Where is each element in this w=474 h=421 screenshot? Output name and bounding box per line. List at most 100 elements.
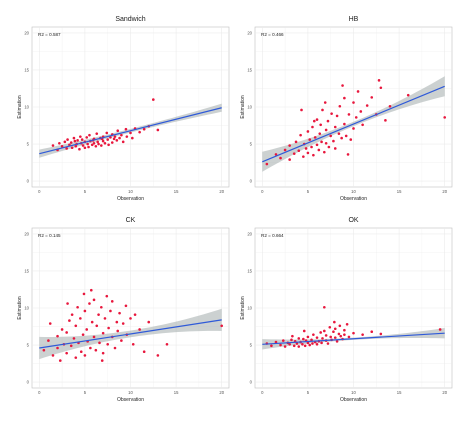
r2-annotation: R2 = 0.145 xyxy=(38,233,61,238)
data-point xyxy=(112,137,116,141)
x-tick-label: 5 xyxy=(84,390,87,395)
data-point xyxy=(379,86,383,90)
y-tick-label: 5 xyxy=(250,343,253,348)
x-tick-label: 15 xyxy=(397,189,402,194)
data-point xyxy=(72,136,76,140)
regression-line xyxy=(262,332,445,345)
data-point xyxy=(315,143,319,147)
panel-hb: 0 5 10 15 20 0 5 10 15 20 HB R2 = 0.466 Observation E… xyxy=(240,16,453,202)
data-point xyxy=(65,351,68,355)
x-tick-label: 15 xyxy=(174,390,179,395)
data-point xyxy=(352,331,355,335)
data-point xyxy=(63,140,67,144)
x-tick-label: 15 xyxy=(174,189,179,194)
data-point xyxy=(317,148,321,152)
data-point xyxy=(51,354,55,357)
points xyxy=(42,288,224,362)
data-point xyxy=(83,146,87,150)
y-tick-label: 20 xyxy=(24,231,29,236)
data-point xyxy=(88,133,91,137)
data-point xyxy=(332,139,335,143)
data-point xyxy=(443,116,447,119)
data-point xyxy=(283,148,287,152)
y-tick-label: 5 xyxy=(250,142,253,147)
data-point xyxy=(47,339,50,342)
x-tick-label: 15 xyxy=(397,390,402,395)
data-point xyxy=(323,101,327,104)
data-point xyxy=(328,325,332,329)
data-point xyxy=(138,328,141,331)
data-point xyxy=(312,119,316,123)
data-point xyxy=(315,342,319,346)
x-tick-label: 20 xyxy=(442,189,447,194)
data-point xyxy=(302,329,306,333)
panel-title: Sandwich xyxy=(115,16,145,23)
x-tick-label: 0 xyxy=(38,390,41,395)
y-tick-label: 20 xyxy=(247,30,252,35)
data-point xyxy=(89,288,93,292)
data-point xyxy=(311,125,314,129)
data-point xyxy=(78,147,81,151)
data-point xyxy=(327,145,331,149)
data-point xyxy=(324,141,328,145)
data-point xyxy=(335,114,339,118)
data-point xyxy=(79,350,83,354)
data-point xyxy=(89,346,92,350)
data-point xyxy=(288,158,291,161)
data-point xyxy=(129,131,132,135)
gridlines xyxy=(32,27,229,187)
data-point xyxy=(345,322,349,326)
data-point xyxy=(69,141,73,144)
data-point xyxy=(361,333,364,336)
data-point xyxy=(297,337,301,340)
data-point xyxy=(301,342,304,346)
data-point xyxy=(281,339,285,342)
data-point xyxy=(324,334,328,337)
data-point xyxy=(79,317,82,320)
data-point xyxy=(156,128,160,132)
data-point xyxy=(294,140,298,144)
data-point xyxy=(315,118,319,121)
y-tick-label: 15 xyxy=(247,67,252,72)
data-point xyxy=(138,130,141,134)
data-point xyxy=(69,344,73,348)
data-point xyxy=(113,135,117,138)
data-point xyxy=(306,130,310,133)
data-point xyxy=(379,332,383,336)
data-point xyxy=(147,320,151,324)
data-point xyxy=(320,341,323,345)
data-point xyxy=(56,346,59,350)
data-point xyxy=(120,133,123,137)
data-point xyxy=(346,153,350,156)
data-point xyxy=(121,322,125,325)
data-point xyxy=(319,331,322,334)
x-tick-label: 5 xyxy=(307,390,310,395)
data-point xyxy=(343,122,346,126)
data-point xyxy=(101,351,105,355)
data-point xyxy=(337,132,341,135)
data-point xyxy=(306,151,310,155)
data-point xyxy=(337,332,341,336)
panel-ok: 0 5 10 15 20 0 5 10 15 20 OK R2 = 0.664 Observation E… xyxy=(240,217,453,403)
regression-line xyxy=(39,319,222,349)
points xyxy=(51,98,160,152)
data-point xyxy=(121,140,125,144)
panel-ck: 0 5 10 15 20 0 5 10 15 20 CK R2 = 0.145 Observation E… xyxy=(17,217,230,403)
data-point xyxy=(361,123,364,127)
data-point xyxy=(60,144,64,148)
y-tick-label: 20 xyxy=(247,231,252,236)
data-point xyxy=(438,328,442,331)
panel-title: CK xyxy=(126,217,136,224)
y-tick-label: 10 xyxy=(247,105,252,110)
x-tick-label: 20 xyxy=(219,390,224,395)
data-point xyxy=(329,335,332,339)
regression-line xyxy=(262,85,445,163)
r2-annotation: R2 = 0.466 xyxy=(261,32,284,37)
data-point xyxy=(51,144,55,147)
data-point xyxy=(265,162,269,166)
data-point xyxy=(329,134,332,138)
data-point xyxy=(347,113,351,116)
data-point xyxy=(377,79,381,82)
data-point xyxy=(352,101,355,104)
data-point xyxy=(370,330,374,334)
